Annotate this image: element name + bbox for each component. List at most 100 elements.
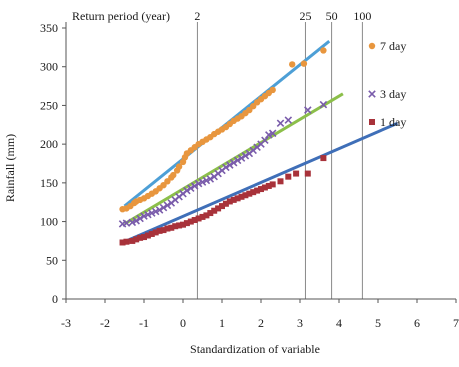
- legend-label: 3 day: [380, 87, 406, 101]
- data-point: [183, 186, 191, 195]
- data-point: [241, 151, 250, 160]
- data-point: [172, 223, 179, 230]
- data-point: [151, 207, 160, 216]
- data-point: [132, 217, 140, 225]
- x-tick-label: 0: [180, 316, 186, 330]
- return-period-label: 100: [353, 9, 371, 23]
- x-axis-label: Standardization of variable: [190, 342, 320, 356]
- x-tick-label: 4: [336, 316, 342, 330]
- data-point: [300, 60, 308, 67]
- data-point: [293, 170, 300, 177]
- data-point: [304, 170, 311, 177]
- data-point: [152, 229, 159, 236]
- return-period-label: 50: [326, 9, 338, 23]
- data-point: [203, 212, 210, 219]
- data-point: [226, 198, 233, 205]
- data-point: [258, 186, 264, 193]
- data-point: [233, 156, 242, 165]
- data-point: [277, 178, 284, 185]
- legend-marker: [369, 119, 375, 125]
- data-point: [144, 210, 152, 219]
- data-point: [304, 106, 312, 114]
- data-point: [250, 189, 257, 196]
- fit-lines: [123, 39, 399, 244]
- data-point: [222, 163, 230, 172]
- x-tick-label: 5: [375, 316, 381, 330]
- data-point: [155, 206, 164, 214]
- data-point: [222, 200, 229, 207]
- data-point: [144, 232, 151, 239]
- data-point: [284, 116, 293, 124]
- y-tick-label: 350: [40, 21, 58, 35]
- data-point: [226, 161, 234, 169]
- y-tick-label: 50: [46, 253, 58, 267]
- data-point: [269, 86, 276, 94]
- x-tick-label: 1: [219, 316, 225, 330]
- data-point: [156, 227, 163, 234]
- y-tick-label: 250: [40, 98, 58, 112]
- x-tick-label: -1: [139, 316, 149, 330]
- data-point: [194, 179, 203, 188]
- data-point: [164, 178, 171, 185]
- data-point: [164, 225, 171, 232]
- data-point: [320, 47, 327, 54]
- data-point: [122, 219, 131, 227]
- data-point: [285, 173, 292, 180]
- data-point: [136, 214, 144, 223]
- data-point: [128, 218, 137, 227]
- x-tick-label: 7: [453, 316, 459, 330]
- legend-label: 7 day: [380, 39, 406, 53]
- data-points: [118, 47, 328, 246]
- data-point: [187, 218, 194, 225]
- fit-line: [123, 121, 399, 244]
- data-point: [319, 100, 328, 109]
- y-tick-label: 100: [40, 215, 58, 229]
- x-tick-label: -3: [61, 316, 71, 330]
- data-point: [269, 181, 276, 188]
- axes: 0 50 100 150 200 250 300 350 -3 -2 -1 0 1 2 3 4 5 6 7: [40, 21, 459, 330]
- data-point: [246, 190, 253, 197]
- data-point: [148, 209, 156, 217]
- data-point: [268, 129, 277, 138]
- data-point: [170, 171, 177, 179]
- data-point: [137, 234, 144, 241]
- return-period-label: 25: [299, 9, 311, 23]
- data-point: [215, 205, 222, 212]
- x-tick-label: -2: [100, 316, 110, 330]
- data-point: [230, 196, 237, 203]
- data-point: [261, 184, 268, 191]
- data-point: [191, 217, 198, 224]
- legend-marker: [368, 90, 376, 98]
- data-point: [198, 178, 207, 186]
- data-point: [183, 220, 190, 227]
- data-point: [140, 212, 148, 220]
- data-point: [123, 238, 130, 245]
- data-point: [176, 222, 183, 229]
- y-tick-label: 0: [52, 292, 58, 306]
- data-point: [276, 119, 285, 128]
- legend: 7 day 3 day 1 day: [368, 39, 406, 129]
- data-point: [199, 213, 206, 220]
- y-tick-label: 200: [40, 137, 58, 151]
- data-point: [289, 61, 296, 68]
- data-point: [195, 215, 202, 222]
- x-tick-label: 2: [258, 316, 264, 330]
- data-point: [211, 207, 218, 214]
- y-axis-label: Rainfall (mm): [3, 134, 17, 202]
- return-period-label: 2: [194, 9, 200, 23]
- data-point: [207, 210, 214, 217]
- x-tick-label: 3: [297, 316, 303, 330]
- data-point: [163, 201, 172, 210]
- data-point: [246, 106, 253, 114]
- legend-marker: [368, 42, 376, 50]
- y-tick-label: 300: [40, 60, 58, 74]
- data-point: [190, 182, 199, 190]
- data-point: [265, 182, 272, 189]
- data-point: [175, 163, 183, 170]
- data-point: [133, 236, 140, 243]
- data-point: [206, 175, 215, 183]
- data-point: [320, 155, 327, 162]
- data-point: [265, 131, 273, 139]
